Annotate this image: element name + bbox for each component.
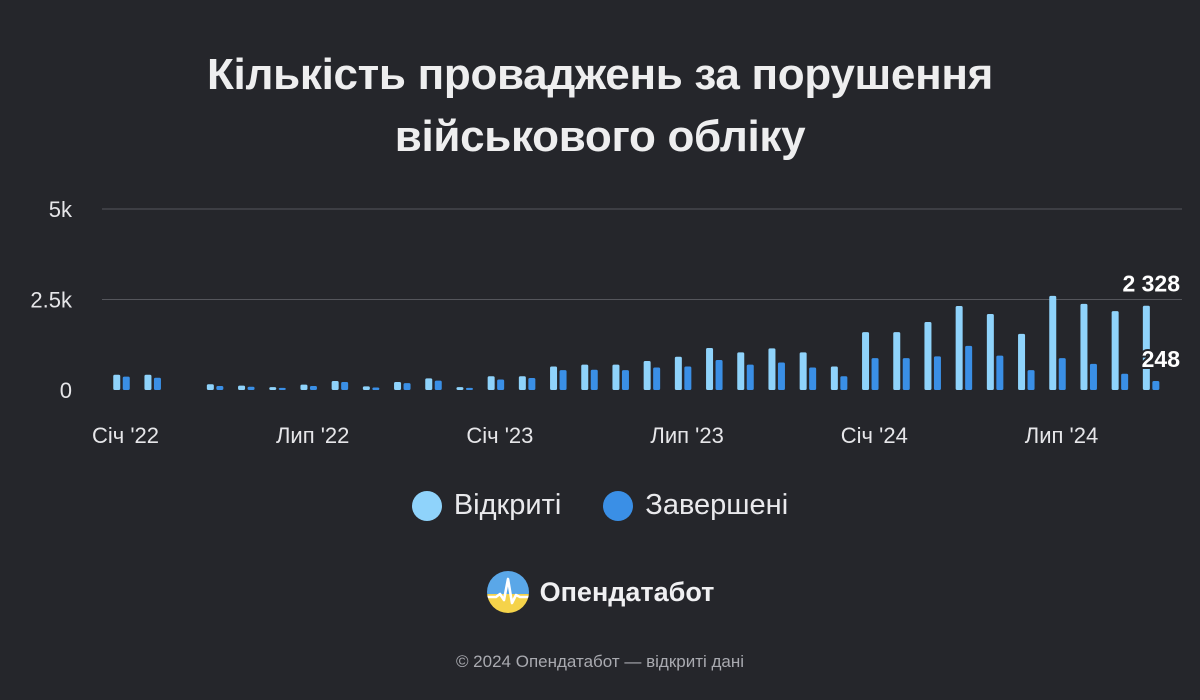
bar-closed: [216, 386, 224, 390]
bar-closed: [278, 387, 286, 390]
bar-closed: [809, 367, 817, 390]
legend-label-opened: Відкриті: [453, 489, 562, 521]
bar-closed: [996, 355, 1004, 390]
bar-opened: [550, 366, 558, 390]
bar-opened: [1111, 311, 1119, 390]
bar-opened: [986, 313, 994, 390]
bar-opened: [1049, 295, 1057, 390]
x-tick-label: Січ '22: [92, 423, 159, 448]
opendatabot-logo-icon: [486, 571, 529, 613]
bar-closed: [621, 370, 629, 390]
bar-opened: [518, 376, 526, 390]
bar-closed: [559, 370, 567, 390]
legend-item-closed[interactable]: Завершені: [603, 489, 788, 522]
bar-opened: [425, 378, 433, 390]
bar-closed: [372, 387, 380, 390]
bar-opened: [924, 321, 932, 390]
bar-opened: [768, 348, 776, 390]
bar-closed: [1058, 358, 1066, 390]
bar-closed: [465, 387, 473, 390]
x-tick-label: Лип '24: [1025, 423, 1098, 448]
bar-opened: [206, 384, 214, 390]
brand: Опендатабот: [0, 570, 1200, 614]
bar-closed: [1121, 373, 1129, 390]
bar-closed: [309, 386, 317, 390]
bar-opened: [238, 385, 246, 390]
bar-opened: [612, 364, 620, 390]
bar-closed: [403, 383, 411, 390]
chart-title-line-2: військового обліку: [394, 112, 806, 161]
bar-closed: [777, 362, 785, 390]
bar-opened: [487, 376, 495, 390]
y-tick-label: 0: [60, 378, 72, 403]
bar-closed: [247, 386, 255, 390]
chart-title-line-1: Кількість проваджень за порушення: [206, 50, 994, 99]
bar-opened: [269, 387, 277, 390]
bar-closed: [1152, 381, 1160, 390]
bar-closed: [965, 345, 973, 390]
bar-closed: [933, 356, 941, 390]
bar-opened: [862, 332, 870, 390]
x-tick-label: Січ '24: [841, 423, 908, 448]
bar-closed: [1089, 363, 1097, 390]
bar-closed: [122, 376, 130, 390]
bar-opened: [394, 382, 402, 390]
bar-closed: [528, 378, 536, 390]
bar-closed: [1027, 370, 1035, 390]
y-tick-label: 5k: [49, 197, 73, 222]
bar-opened: [1018, 333, 1026, 390]
bar-opened: [300, 384, 308, 390]
bar-closed: [653, 367, 661, 390]
bar-closed: [871, 358, 879, 390]
bar-closed: [341, 382, 349, 390]
bar-chart: 0 2.5k 5k Січ '22 Лип '22 Січ '23 Лип '23 Січ '…: [30, 197, 1182, 448]
bar-closed: [715, 359, 723, 390]
brand-name: Опендатабот: [539, 576, 715, 607]
bar-opened: [955, 306, 963, 390]
bar-opened: [674, 356, 682, 390]
bar-closed: [590, 369, 598, 390]
bar-closed: [902, 358, 910, 390]
x-tick-label: Лип '23: [650, 423, 723, 448]
bar-closed: [497, 379, 505, 390]
footer-copyright: © 2024 Опендатабот — відкриті дані: [455, 652, 745, 671]
chart-title: Кількість проваджень за порушення військ…: [0, 44, 1200, 168]
bar-opened: [113, 374, 121, 390]
legend-label-closed: Завершені: [645, 489, 789, 521]
x-tick-label: Січ '23: [466, 423, 533, 448]
legend-swatch-closed: [603, 490, 634, 521]
y-tick-label: 2.5k: [30, 288, 73, 313]
bar-closed: [840, 376, 848, 390]
bar-opened: [581, 364, 589, 390]
bar-opened: [1080, 303, 1088, 390]
legend-swatch-opened: [411, 490, 442, 521]
bar-closed: [684, 366, 692, 390]
bar-opened: [362, 386, 370, 390]
bar-opened: [331, 380, 339, 390]
bar-opened: [706, 348, 714, 390]
x-tick-label: Лип '22: [276, 423, 349, 448]
bar-closed: [153, 377, 161, 390]
legend-item-opened[interactable]: Відкриті: [411, 489, 562, 522]
bar-closed: [434, 380, 442, 390]
data-label: 2 328: [1122, 271, 1180, 297]
bar-opened: [144, 374, 152, 390]
bar-closed: [746, 364, 754, 390]
chart-legend: Відкриті Завершені: [0, 489, 1200, 522]
bar-opened: [643, 361, 651, 390]
bar-opened: [1142, 305, 1150, 390]
data-label: 248: [1142, 346, 1181, 372]
bar-opened: [830, 366, 838, 390]
bar-opened: [893, 332, 901, 390]
bar-opened: [456, 387, 464, 390]
bar-opened: [737, 352, 745, 390]
bar-opened: [799, 352, 807, 390]
